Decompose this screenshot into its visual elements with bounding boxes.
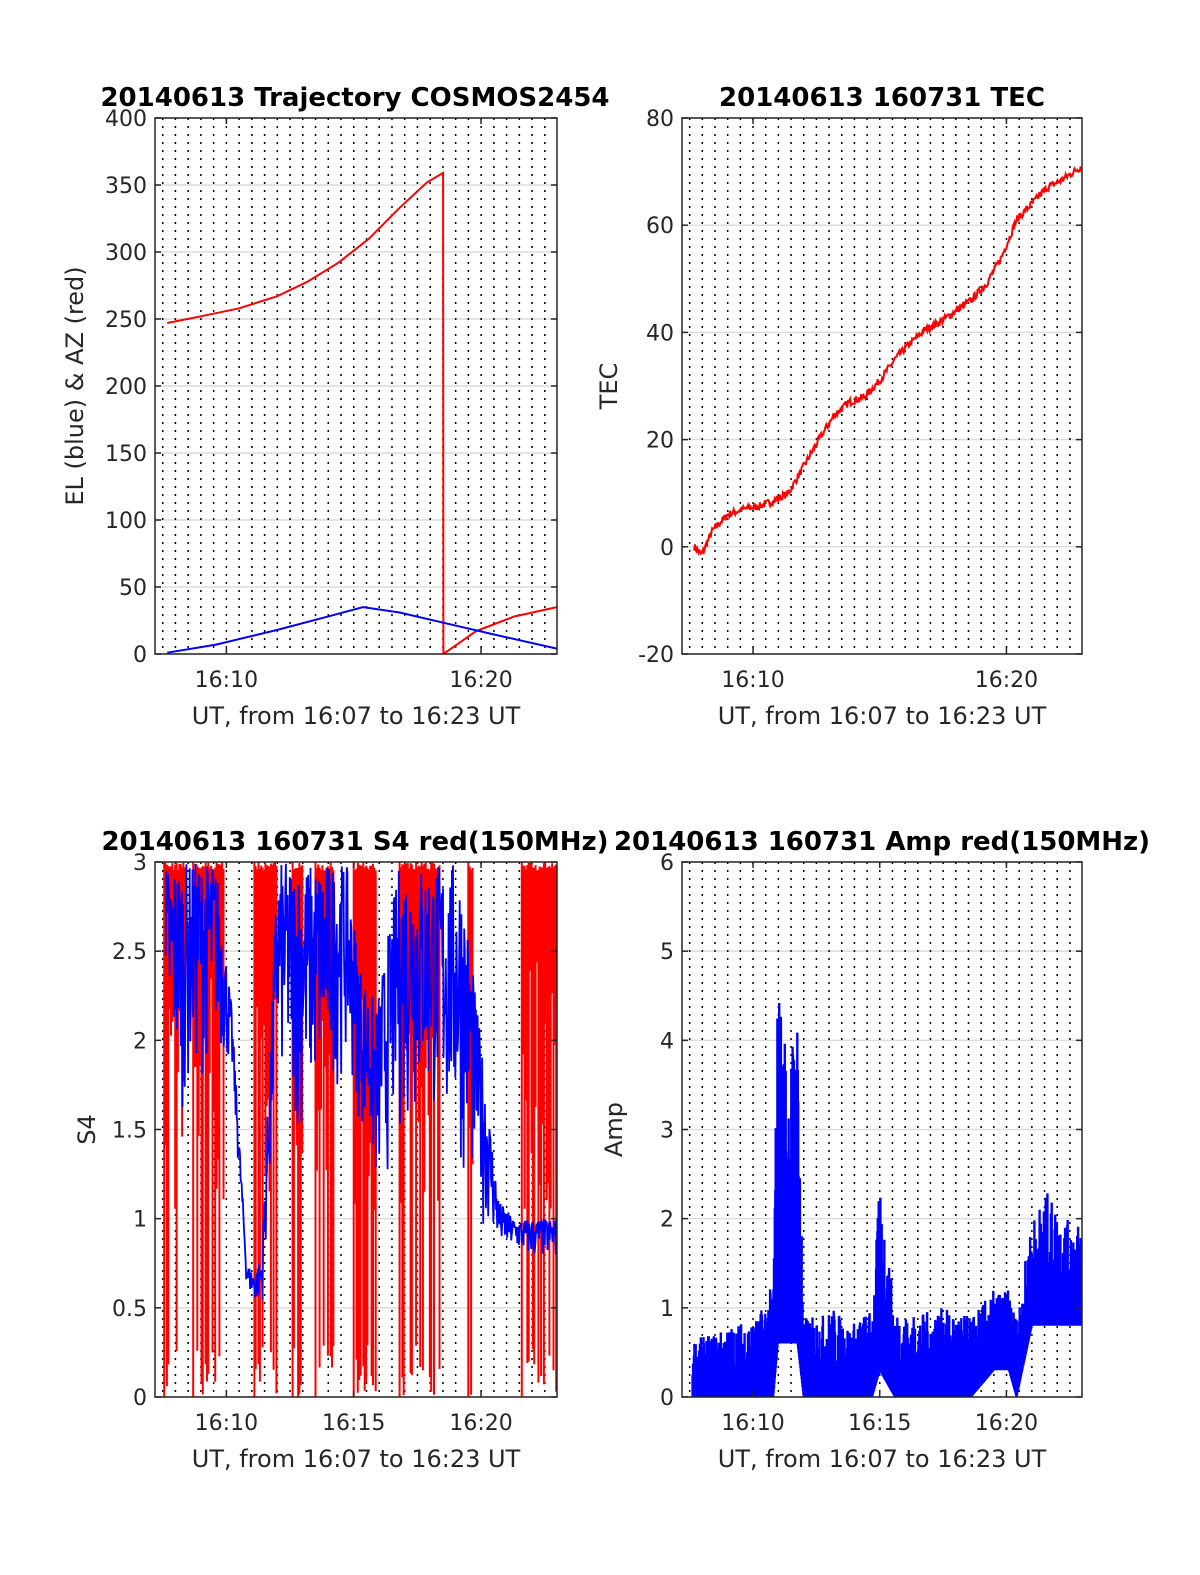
x-axis-label: UT, from 16:07 to 16:23 UT bbox=[192, 1445, 521, 1473]
chart-title: 20140613 160731 TEC bbox=[719, 83, 1045, 113]
y-tick-label: 400 bbox=[105, 107, 147, 132]
series-envelope-0 bbox=[691, 1003, 1082, 1397]
series-line-1 bbox=[167, 606, 557, 654]
y-tick-label: 40 bbox=[646, 321, 674, 346]
y-tick-label: 3 bbox=[133, 851, 147, 876]
y-tick-label: 150 bbox=[105, 442, 147, 467]
series-line-0 bbox=[693, 166, 1082, 557]
x-axis-label: UT, from 16:07 to 16:23 UT bbox=[718, 1445, 1047, 1473]
x-tick-label: 16:15 bbox=[848, 1411, 911, 1436]
y-tick-label: 1 bbox=[133, 1208, 147, 1233]
x-tick-label: 16:10 bbox=[721, 668, 784, 693]
chart-s4: 0 0.5 1 1.5 2 2.5 3 16:10 16:15 16:20 20140613 160… bbox=[73, 827, 609, 1473]
axes-box bbox=[681, 117, 1083, 655]
y-tick-label: 0 bbox=[660, 1386, 674, 1411]
y-tick-label: 0 bbox=[133, 1386, 147, 1411]
y-tick-label: 0.5 bbox=[112, 1297, 147, 1322]
plot-area bbox=[167, 171, 557, 654]
y-tick-label: 60 bbox=[646, 214, 674, 239]
x-tick-label: 16:15 bbox=[322, 1411, 385, 1436]
y-tick-label: 2 bbox=[133, 1029, 147, 1054]
y-tick-label: 0 bbox=[660, 536, 674, 561]
y-tick-label: 1 bbox=[660, 1297, 674, 1322]
y-tick-label: 50 bbox=[119, 576, 147, 601]
y-tick-label: 80 bbox=[646, 107, 674, 132]
y-tick-label: 100 bbox=[105, 509, 147, 534]
y-tick-label: -20 bbox=[638, 643, 674, 668]
y-axis-label: EL (blue) & AZ (red) bbox=[61, 266, 89, 505]
y-tick-label: 3 bbox=[660, 1119, 674, 1144]
chart-tec: -20 0 20 40 60 80 16:10 16:20 20140613 160731 TE… bbox=[595, 83, 1083, 730]
chart-title: 20140613 Trajectory COSMOS2454 bbox=[100, 83, 609, 113]
x-axis-label: UT, from 16:07 to 16:23 UT bbox=[192, 702, 521, 730]
x-tick-label: 16:10 bbox=[721, 1411, 784, 1436]
chart-title: 20140613 160731 Amp red(150MHz) bbox=[614, 827, 1150, 857]
plot-area bbox=[693, 166, 1082, 557]
y-tick-label: 300 bbox=[105, 241, 147, 266]
series-envelope-1 bbox=[164, 863, 557, 1301]
x-tick-label: 16:10 bbox=[195, 1411, 258, 1436]
plot-area bbox=[691, 1003, 1082, 1397]
x-tick-label: 16:20 bbox=[449, 668, 512, 693]
x-tick-label: 16:20 bbox=[449, 1411, 512, 1436]
y-axis-label: TEC bbox=[595, 363, 623, 411]
y-tick-label: 250 bbox=[105, 308, 147, 333]
y-tick-label: 20 bbox=[646, 429, 674, 454]
y-axis-label: S4 bbox=[73, 1114, 101, 1145]
chart-title: 20140613 160731 S4 red(150MHz) bbox=[101, 827, 608, 857]
y-tick-label: 0 bbox=[133, 643, 147, 668]
x-tick-label: 16:10 bbox=[195, 668, 258, 693]
chart-trajectory: 0 50 100 150 200 250 300 350 400 16:10 16:20 201406… bbox=[61, 83, 610, 730]
plot-area bbox=[163, 862, 557, 1397]
x-tick-label: 16:20 bbox=[975, 668, 1038, 693]
series-line-0 bbox=[167, 171, 557, 654]
y-tick-label: 200 bbox=[105, 375, 147, 400]
y-tick-label: 1.5 bbox=[112, 1119, 147, 1144]
y-tick-label: 2.5 bbox=[112, 940, 147, 965]
y-tick-label: 350 bbox=[105, 174, 147, 199]
y-axis-label: Amp bbox=[600, 1102, 628, 1157]
x-tick-label: 16:20 bbox=[975, 1411, 1038, 1436]
y-tick-label: 6 bbox=[660, 851, 674, 876]
x-axis-label: UT, from 16:07 to 16:23 UT bbox=[718, 702, 1047, 730]
chart-amp: 0 1 2 3 4 5 6 16:10 16:15 16:20 20140613 160731 Am… bbox=[600, 827, 1150, 1473]
y-tick-label: 4 bbox=[660, 1029, 674, 1054]
y-tick-label: 5 bbox=[660, 940, 674, 965]
y-tick-label: 2 bbox=[660, 1208, 674, 1233]
